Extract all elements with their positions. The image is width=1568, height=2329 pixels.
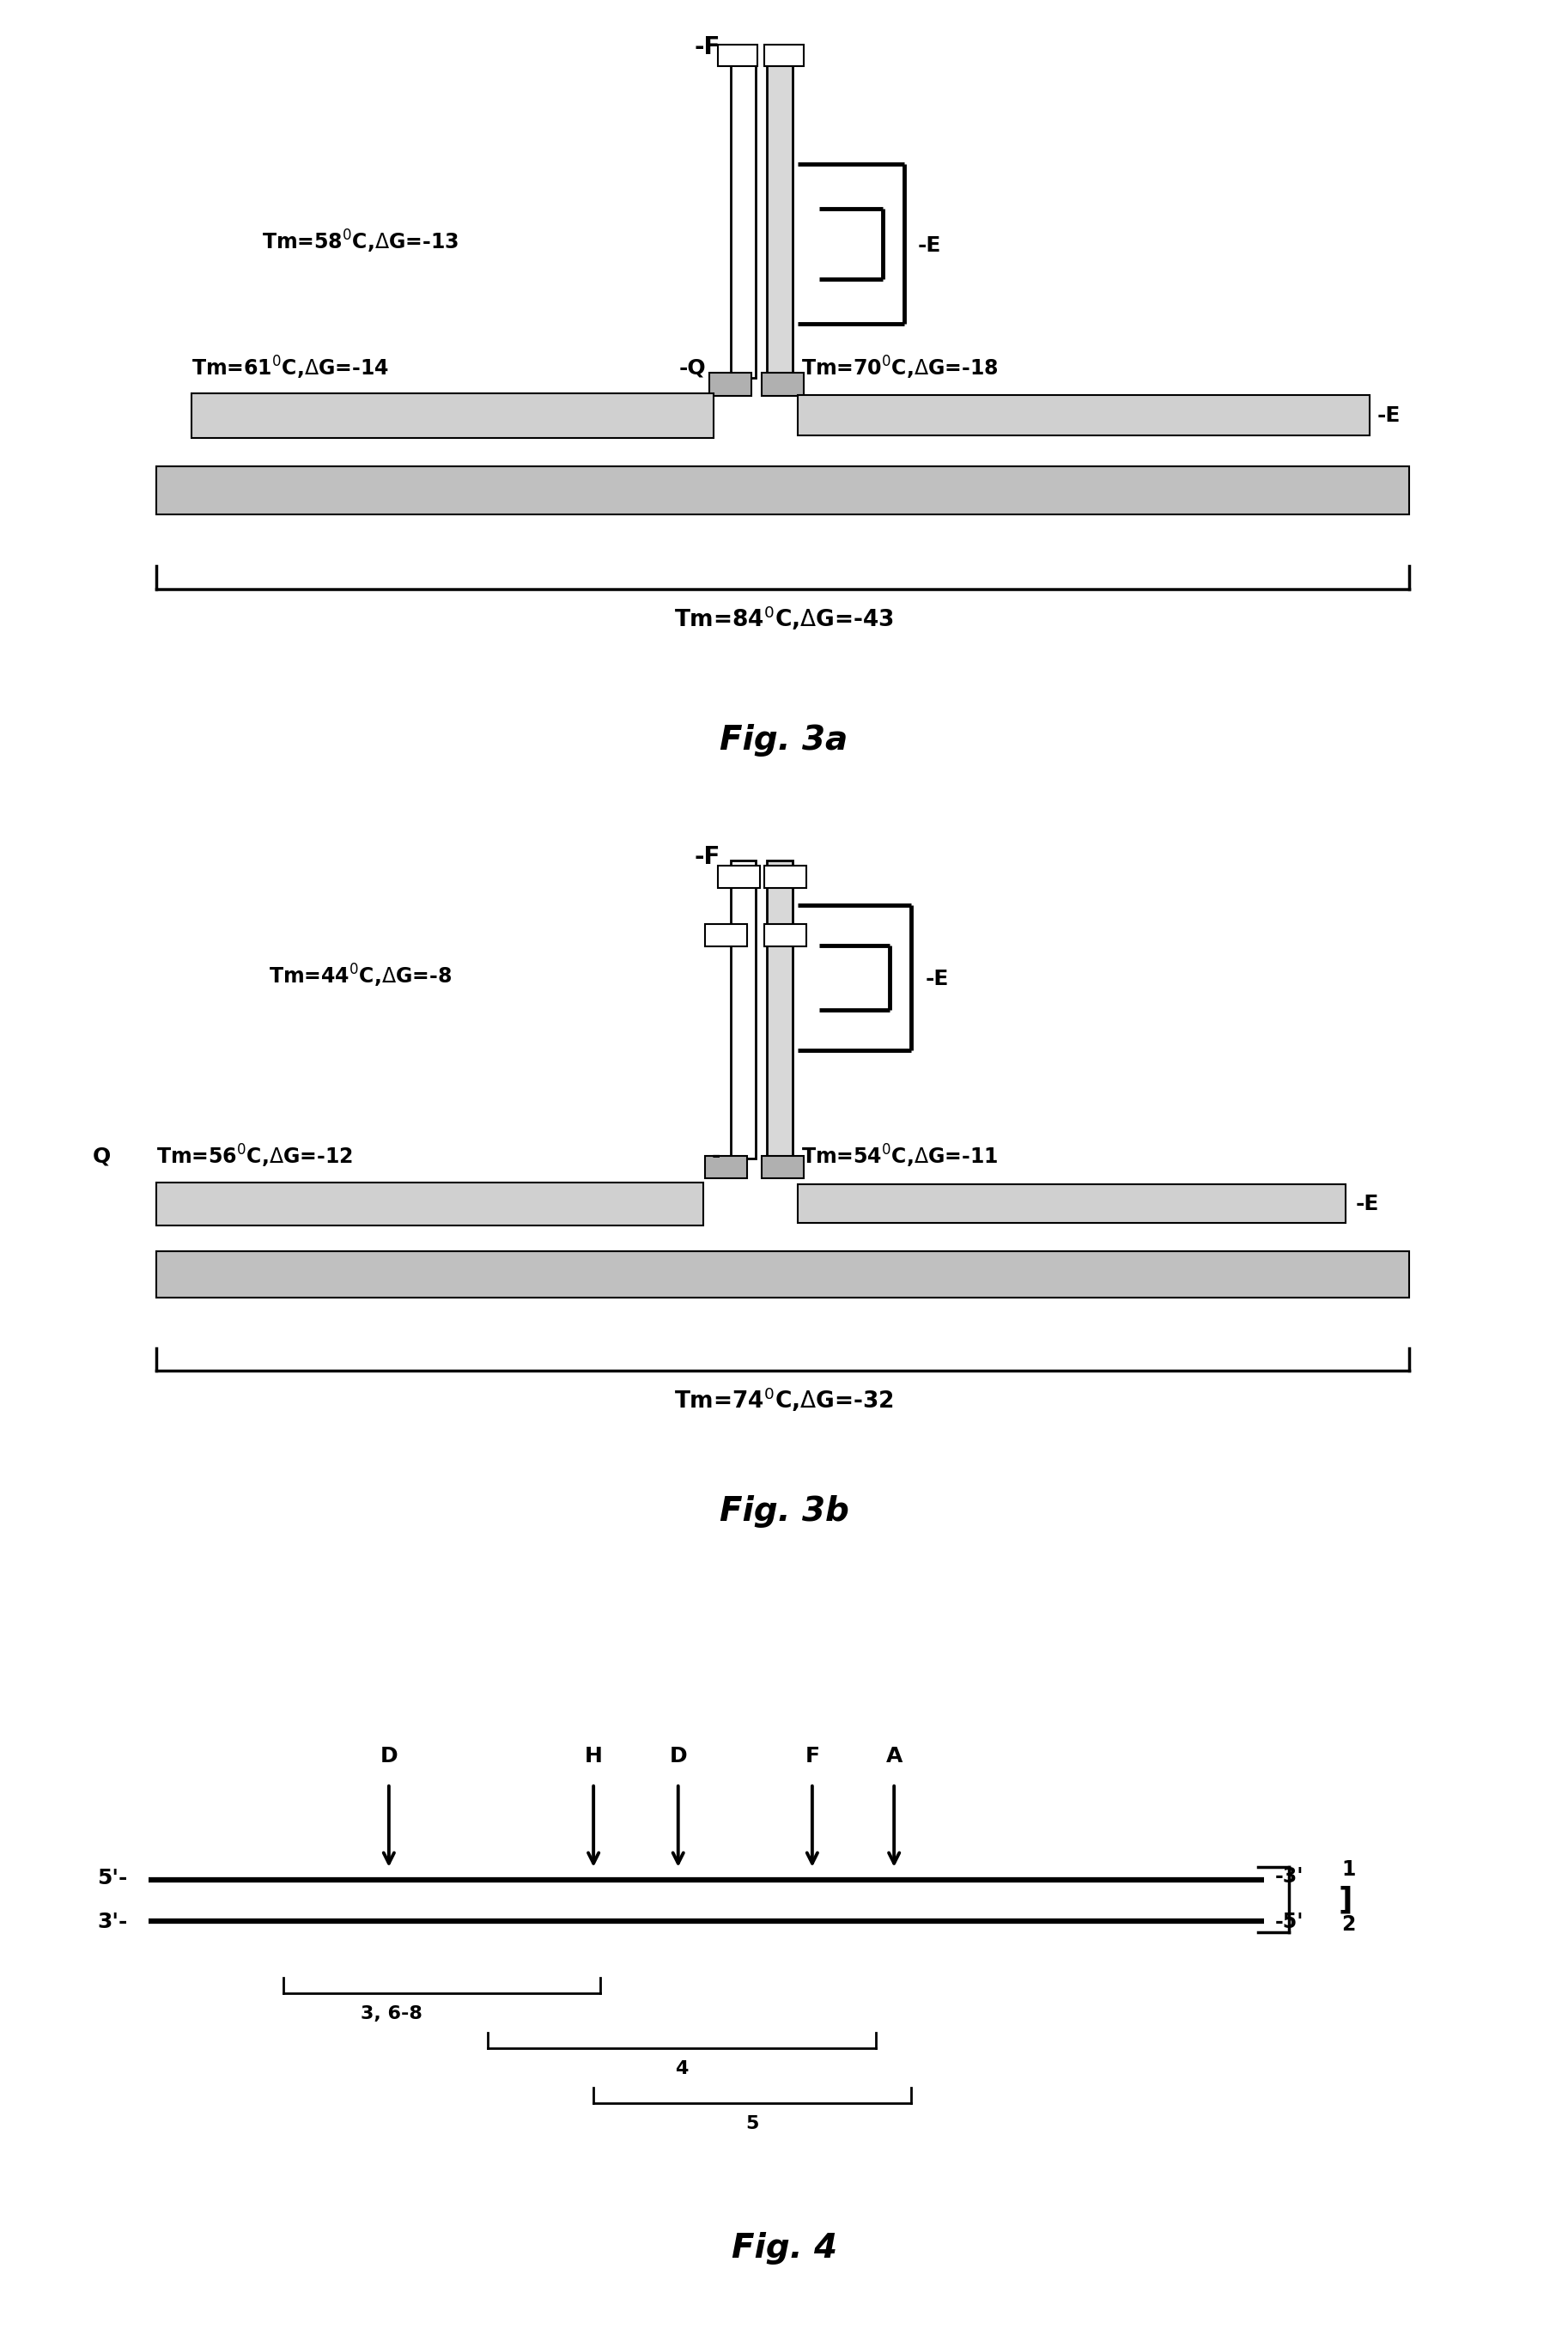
Text: 3'-: 3'- [97, 1912, 127, 1933]
Text: Fig. 3a: Fig. 3a [720, 724, 848, 757]
Bar [798, 1185, 1345, 1223]
Bar [731, 47, 756, 377]
Bar [764, 925, 806, 946]
Bar [762, 373, 804, 396]
Bar [706, 925, 748, 946]
Text: -F: -F [695, 845, 721, 869]
Text: Fig. 3b: Fig. 3b [720, 1495, 848, 1528]
Text: A: A [886, 1747, 903, 1765]
Bar [155, 1251, 1410, 1297]
Text: 3, 6-8: 3, 6-8 [361, 2005, 422, 2022]
Bar [706, 1155, 748, 1178]
Text: -E: -E [925, 969, 949, 990]
Bar [731, 859, 756, 1158]
Text: 5'-: 5'- [97, 1868, 127, 1889]
Bar [155, 1183, 704, 1225]
Text: ]: ] [1339, 1884, 1353, 1914]
Text: Tm=70$^0$C,$\Delta$G=-18: Tm=70$^0$C,$\Delta$G=-18 [801, 354, 999, 382]
Text: 4: 4 [676, 2061, 688, 2077]
Bar [767, 47, 792, 377]
Text: Tm=56$^0$C,$\Delta$G=-12: Tm=56$^0$C,$\Delta$G=-12 [155, 1144, 353, 1169]
Text: Tm=44$^0$C,$\Delta$G=-8: Tm=44$^0$C,$\Delta$G=-8 [270, 962, 452, 990]
Text: -E: -E [1377, 405, 1400, 426]
Text: -5': -5' [1275, 1912, 1305, 1933]
Text: Fig. 4: Fig. 4 [731, 2231, 837, 2264]
Bar [762, 1155, 804, 1178]
Text: Tm=74$^0$C,$\Delta$G=-32: Tm=74$^0$C,$\Delta$G=-32 [674, 1386, 894, 1414]
Text: Q: Q [93, 1146, 111, 1167]
Bar [767, 859, 792, 1158]
Text: -Q: -Q [679, 359, 706, 377]
Bar [718, 44, 757, 65]
Text: Tm=84$^0$C,$\Delta$G=-43: Tm=84$^0$C,$\Delta$G=-43 [674, 606, 894, 633]
Text: Tm=61$^0$C,$\Delta$G=-14: Tm=61$^0$C,$\Delta$G=-14 [191, 354, 389, 382]
Text: H: H [585, 1747, 602, 1765]
Text: 2: 2 [1341, 1914, 1355, 1935]
Text: -E: -E [917, 235, 941, 256]
Bar [191, 394, 713, 438]
Bar [764, 44, 804, 65]
Bar [709, 373, 751, 396]
Text: -: - [712, 1146, 721, 1167]
Text: Tm=58$^0$C,$\Delta$G=-13: Tm=58$^0$C,$\Delta$G=-13 [262, 228, 459, 256]
Bar [155, 466, 1410, 515]
Text: -F: -F [695, 35, 721, 58]
Text: D: D [670, 1747, 687, 1765]
Bar [798, 394, 1370, 436]
Text: 1: 1 [1341, 1859, 1355, 1880]
Text: -E: -E [1355, 1192, 1378, 1213]
Bar [718, 866, 760, 887]
Bar [764, 866, 806, 887]
Text: 5: 5 [746, 2115, 759, 2133]
Text: -3': -3' [1275, 1866, 1305, 1886]
Text: D: D [379, 1747, 398, 1765]
Text: Tm=54$^0$C,$\Delta$G=-11: Tm=54$^0$C,$\Delta$G=-11 [801, 1144, 997, 1169]
Text: F: F [804, 1747, 820, 1765]
